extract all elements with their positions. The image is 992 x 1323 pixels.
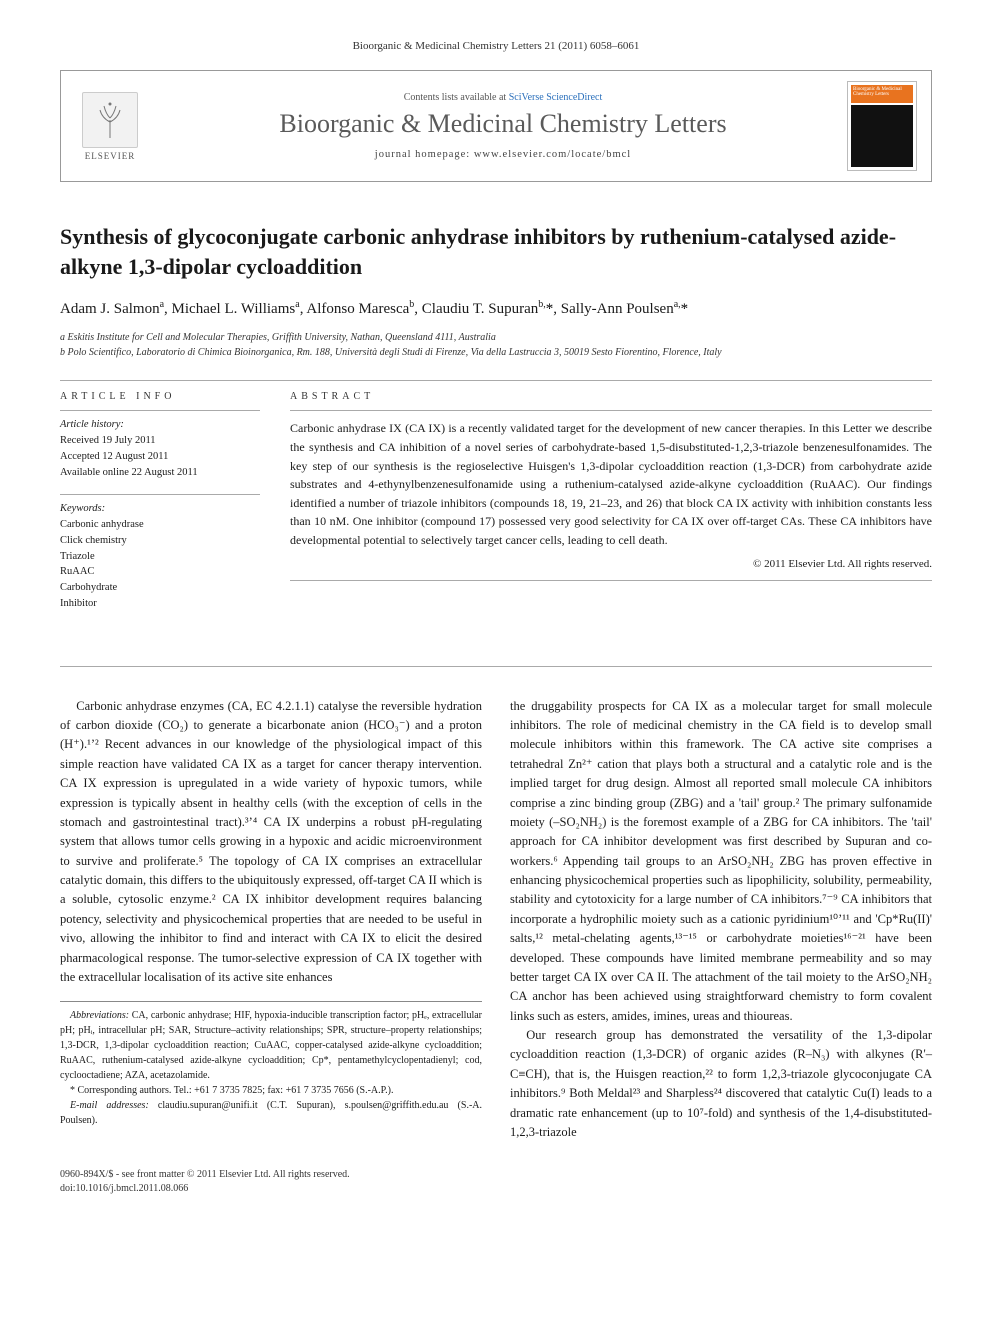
email-label: E-mail addresses: (70, 1100, 149, 1111)
keyword: Inhibitor (60, 596, 260, 612)
divider (60, 666, 932, 667)
page-footer: 0960-894X/$ - see front matter © 2011 El… (60, 1168, 932, 1196)
corr-text: Tel.: +61 7 3735 7825; fax: +61 7 3735 7… (174, 1085, 394, 1096)
cover-image-placeholder (851, 105, 913, 167)
history-label: Article history: (60, 417, 260, 433)
corr-label: * Corresponding authors. (70, 1085, 174, 1096)
banner-center: Contents lists available at SciVerse Sci… (159, 92, 847, 160)
article-history: Article history: Received 19 July 2011 A… (60, 417, 260, 480)
doi-line: doi:10.1016/j.bmcl.2011.08.066 (60, 1182, 932, 1196)
received-date: Received 19 July 2011 (60, 433, 260, 449)
front-matter-line: 0960-894X/$ - see front matter © 2011 El… (60, 1168, 932, 1182)
aff-sup: b, (538, 299, 546, 310)
contents-prefix: Contents lists available at (404, 92, 509, 103)
body-paragraph-3: Our research group has demonstrated the … (510, 1026, 932, 1142)
accepted-date: Accepted 12 August 2011 (60, 449, 260, 465)
corresponding-star-icon: * (681, 301, 689, 317)
journal-name: Bioorganic & Medicinal Chemistry Letters (159, 109, 847, 139)
online-date: Available online 22 August 2011 (60, 465, 260, 481)
keyword: Carbonic anhydrase (60, 517, 260, 533)
journal-homepage: journal homepage: www.elsevier.com/locat… (159, 149, 847, 160)
body-text: Carbonic anhydrase enzymes (CA, EC 4.2.1… (60, 697, 932, 1143)
affiliation-a: a Eskitis Institute for Cell and Molecul… (60, 330, 932, 345)
journal-banner: ELSEVIER Contents lists available at Sci… (60, 70, 932, 182)
body-paragraph-2: the druggability prospects for CA IX as … (510, 697, 932, 1026)
homepage-url[interactable]: www.elsevier.com/locate/bmcl (474, 149, 631, 160)
footnotes: Abbreviations: CA, carbonic anhydrase; H… (60, 1001, 482, 1128)
abstract-text: Carbonic anhydrase IX (CA IX) is a recen… (290, 419, 932, 549)
affiliations: a Eskitis Institute for Cell and Molecul… (60, 330, 932, 360)
journal-cover-thumb: Bioorganic & Medicinal Chemistry Letters (847, 81, 917, 171)
abbreviations-note: Abbreviations: CA, carbonic anhydrase; H… (60, 1008, 482, 1083)
author-1: Adam J. Salmon (60, 301, 160, 317)
author-list: Adam J. Salmona, Michael L. Williamsa, A… (60, 299, 932, 318)
corresponding-star-icon: * (546, 301, 554, 317)
abstract-heading: ABSTRACT (290, 391, 932, 402)
keyword: Click chemistry (60, 533, 260, 549)
corresponding-note: * Corresponding authors. Tel.: +61 7 373… (60, 1083, 482, 1098)
contents-list-line: Contents lists available at SciVerse Sci… (159, 92, 847, 103)
article-info: ARTICLE INFO Article history: Received 1… (60, 391, 260, 625)
aff-sup: b (409, 299, 414, 310)
author-5: Sally-Ann Poulsen (561, 301, 674, 317)
homepage-label: journal homepage: (375, 149, 474, 160)
keyword: Triazole (60, 549, 260, 565)
email-note: E-mail addresses: claudiu.supuran@unifi.… (60, 1098, 482, 1128)
abstract-copyright: © 2011 Elsevier Ltd. All rights reserved… (290, 558, 932, 570)
keywords-label: Keywords: (60, 501, 260, 517)
divider (60, 380, 932, 381)
article-title: Synthesis of glycoconjugate carbonic anh… (60, 222, 932, 281)
cover-title: Bioorganic & Medicinal Chemistry Letters (851, 85, 913, 103)
elsevier-tree-icon (82, 92, 138, 148)
info-abstract-row: ARTICLE INFO Article history: Received 1… (60, 391, 932, 625)
sciencedirect-link[interactable]: SciVerse ScienceDirect (509, 92, 603, 103)
author-3: Alfonso Maresca (306, 301, 409, 317)
author-4: Claudiu T. Supuran (422, 301, 539, 317)
elsevier-logo: ELSEVIER (75, 86, 145, 166)
author-2: Michael L. Williams (172, 301, 296, 317)
aff-sup: a (160, 299, 164, 310)
keyword: Carbohydrate (60, 580, 260, 596)
aff-sup: a (295, 299, 299, 310)
elsevier-label: ELSEVIER (85, 151, 136, 161)
keyword: RuAAC (60, 564, 260, 580)
abstract: ABSTRACT Carbonic anhydrase IX (CA IX) i… (290, 391, 932, 625)
running-head: Bioorganic & Medicinal Chemistry Letters… (60, 40, 932, 52)
aff-sup: a, (674, 299, 681, 310)
abbr-label: Abbreviations: (70, 1010, 129, 1021)
affiliation-b: b Polo Scientifico, Laboratorio di Chimi… (60, 345, 932, 360)
divider (290, 580, 932, 581)
keywords-block: Keywords: Carbonic anhydrase Click chemi… (60, 501, 260, 611)
body-paragraph-1: Carbonic anhydrase enzymes (CA, EC 4.2.1… (60, 697, 482, 988)
article-info-heading: ARTICLE INFO (60, 391, 260, 402)
